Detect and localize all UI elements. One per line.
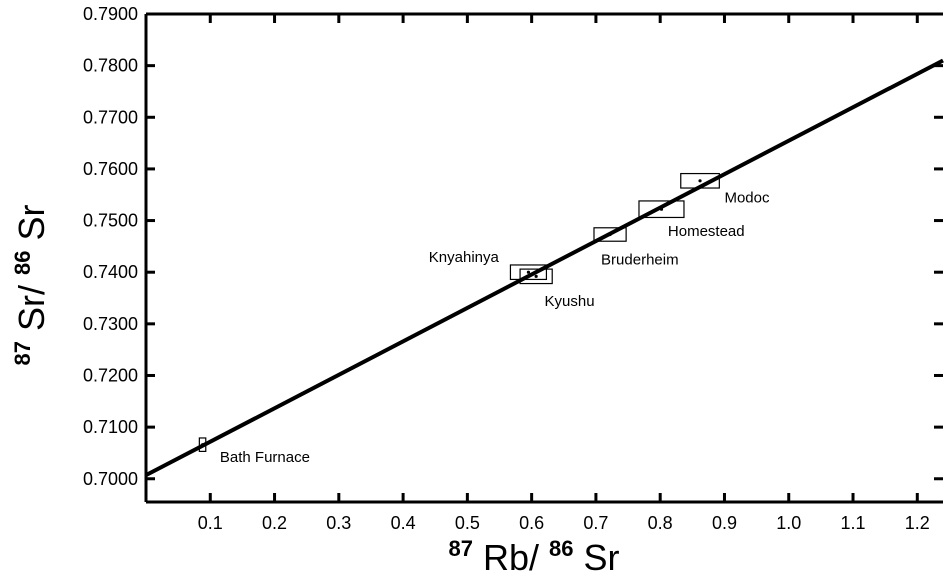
y-axis-title: 87 Sr/ 86 Sr <box>0 204 52 365</box>
y-tick-label-6: 0.7600 <box>83 159 138 179</box>
plot-frame <box>144 12 943 504</box>
y-tick-label-0: 0.7000 <box>83 469 138 489</box>
data-point-4 <box>659 207 664 211</box>
sample-label-2: Kyushu <box>545 293 595 310</box>
x-axis-title: 87 Rb/ 86 Sr <box>448 523 619 578</box>
x-axis-title-sup1: 87 <box>448 536 472 561</box>
error-box-2 <box>519 268 553 285</box>
isochron-line <box>145 58 944 477</box>
y-axis-title-sup2: 86 <box>10 251 35 275</box>
x-tick-label-2: 0.3 <box>326 513 351 533</box>
x-tick-label-7: 0.8 <box>648 513 673 533</box>
x-axis-title-base2: Sr <box>584 537 620 578</box>
data-points <box>198 172 720 452</box>
x-tick-label-1: 0.2 <box>262 513 287 533</box>
x-axis-title-base1: Rb/ <box>483 537 539 578</box>
axis-ticks <box>146 12 943 502</box>
data-point-5 <box>698 179 702 183</box>
error-box-0 <box>198 437 207 452</box>
x-tick-label-5: 0.6 <box>519 513 544 533</box>
x-tick-label-11: 1.2 <box>905 513 930 533</box>
isochron-line-group <box>145 58 944 477</box>
y-tick-labels: 0.7000 0.7100 0.7200 0.7300 0.7400 0.7500 0.76… <box>83 4 138 489</box>
y-axis-title-base1: Sr/ <box>11 285 52 331</box>
x-tick-label-0: 0.1 <box>198 513 223 533</box>
y-axis-title-base2: Sr <box>11 204 52 240</box>
x-tick-label-3: 0.4 <box>391 513 416 533</box>
x-tick-label-9: 1.0 <box>776 513 801 533</box>
error-box-5 <box>680 172 720 189</box>
x-tick-label-8: 0.9 <box>712 513 737 533</box>
sample-label-0: Bath Furnace <box>220 449 310 466</box>
data-point-2 <box>534 274 538 278</box>
error-box-1 <box>509 264 548 281</box>
x-axis-title-sup2: 86 <box>549 536 573 561</box>
x-tick-label-6: 0.7 <box>583 513 608 533</box>
y-axis-title-sup1: 87 <box>10 341 35 365</box>
y-tick-label-8: 0.7800 <box>83 56 138 76</box>
y-tick-label-7: 0.7700 <box>83 107 138 127</box>
y-tick-label-9: 0.7900 <box>83 4 138 24</box>
y-tick-label-4: 0.7400 <box>83 262 138 282</box>
x-tick-labels: 0.1 0.2 0.3 0.4 0.5 0.6 0.7 0.8 0.9 1.0 1.1 1.2 <box>198 513 930 533</box>
data-point-0 <box>200 443 205 447</box>
sample-label-1: Knyahinya <box>429 249 500 266</box>
sample-label-3: Bruderheim <box>601 251 679 268</box>
y-tick-label-2: 0.7200 <box>83 365 138 385</box>
sample-labels: Bath Furnace Knyahinya Kyushu Bruderheim Hom… <box>220 189 770 466</box>
data-point-1 <box>526 270 531 274</box>
x-tick-label-4: 0.5 <box>455 513 480 533</box>
error-box-3 <box>593 227 627 242</box>
error-box-4 <box>638 200 685 219</box>
data-point-3 <box>608 232 612 237</box>
y-tick-label-5: 0.7500 <box>83 211 138 231</box>
sample-label-5: Modoc <box>724 189 770 206</box>
y-tick-label-3: 0.7300 <box>83 314 138 334</box>
sample-label-4: Homestead <box>668 223 745 240</box>
x-tick-label-10: 1.1 <box>841 513 866 533</box>
y-tick-label-1: 0.7100 <box>83 417 138 437</box>
